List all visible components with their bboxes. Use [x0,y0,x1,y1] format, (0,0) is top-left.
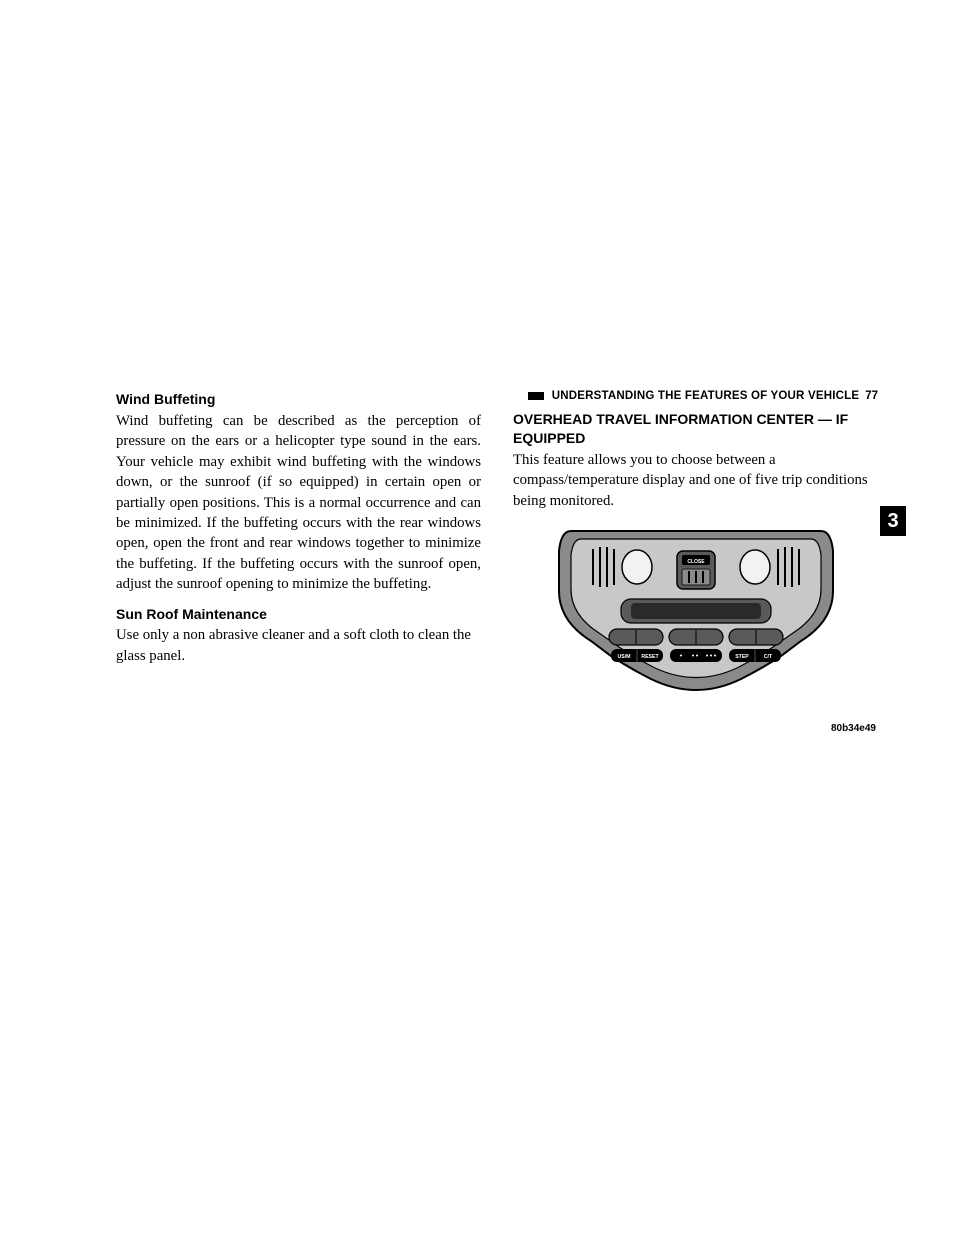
usm-label: US/M [617,654,630,660]
overhead-console-illustration: CLOSE [551,521,841,721]
sunroof-maint-heading: Sun Roof Maintenance [116,605,481,624]
wind-buffeting-heading: Wind Buffeting [116,390,481,409]
overhead-center-heading: OVERHEAD TRAVEL INFORMATION CENTER — IF … [513,410,878,448]
figure-code: 80b34e49 [831,723,876,734]
page-number: 77 [865,390,878,402]
header-rule [528,392,544,400]
overhead-center-body: This feature allows you to choose betwee… [513,450,878,511]
chapter-tab: 3 [880,506,906,536]
wind-buffeting-body: Wind buffeting can be described as the p… [116,411,481,595]
reset-label: RESET [641,654,659,660]
ct-label: C/T [763,654,772,660]
overhead-console-figure: CLOSE [513,521,878,734]
running-head-text: UNDERSTANDING THE FEATURES OF YOUR VEHIC… [552,390,859,402]
step-label: STEP [735,654,749,660]
sunroof-maint-body: Use only a non abrasive cleaner and a so… [116,625,481,666]
running-header: UNDERSTANDING THE FEATURES OF YOUR VEHIC… [513,390,878,402]
close-label: CLOSE [687,559,705,565]
hvac-button-group [609,629,783,645]
